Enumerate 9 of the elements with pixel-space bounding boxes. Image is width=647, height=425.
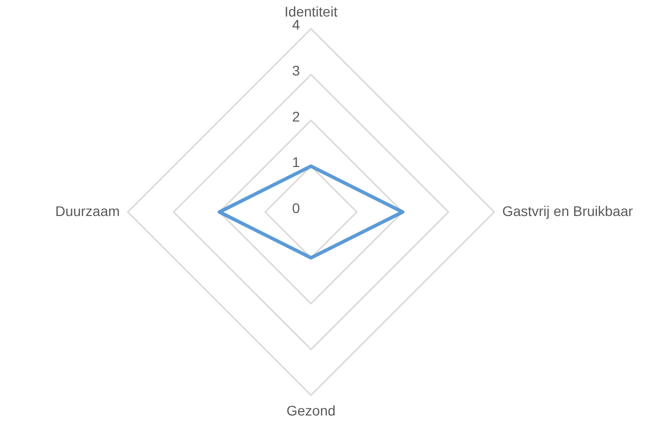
spoke-label: Gezond <box>286 402 336 418</box>
spoke-label: Identiteit <box>284 3 338 20</box>
y-tick-label: 0 <box>292 200 300 216</box>
y-tick-label: 1 <box>292 154 300 170</box>
spoke-label: Duurzaam <box>55 202 120 219</box>
y-tick-label: 4 <box>292 16 300 33</box>
y-tick-label: 3 <box>292 62 300 78</box>
y-tick-label: 2 <box>292 108 300 124</box>
spoke-label: Gastvrij en Bruikbaar <box>502 202 634 219</box>
